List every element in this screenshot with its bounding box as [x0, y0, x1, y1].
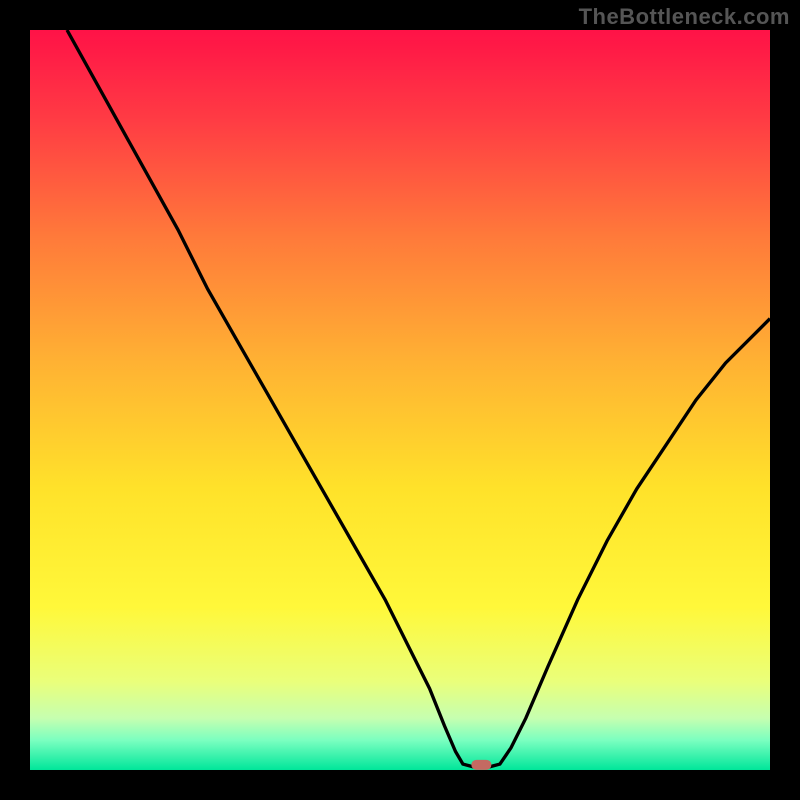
bottleneck-curve	[67, 30, 770, 767]
chart-frame: TheBottleneck.com	[0, 0, 800, 800]
curve-svg	[30, 30, 770, 770]
plot-area	[30, 30, 770, 770]
watermark-label: TheBottleneck.com	[579, 4, 790, 30]
min-marker	[472, 760, 491, 770]
